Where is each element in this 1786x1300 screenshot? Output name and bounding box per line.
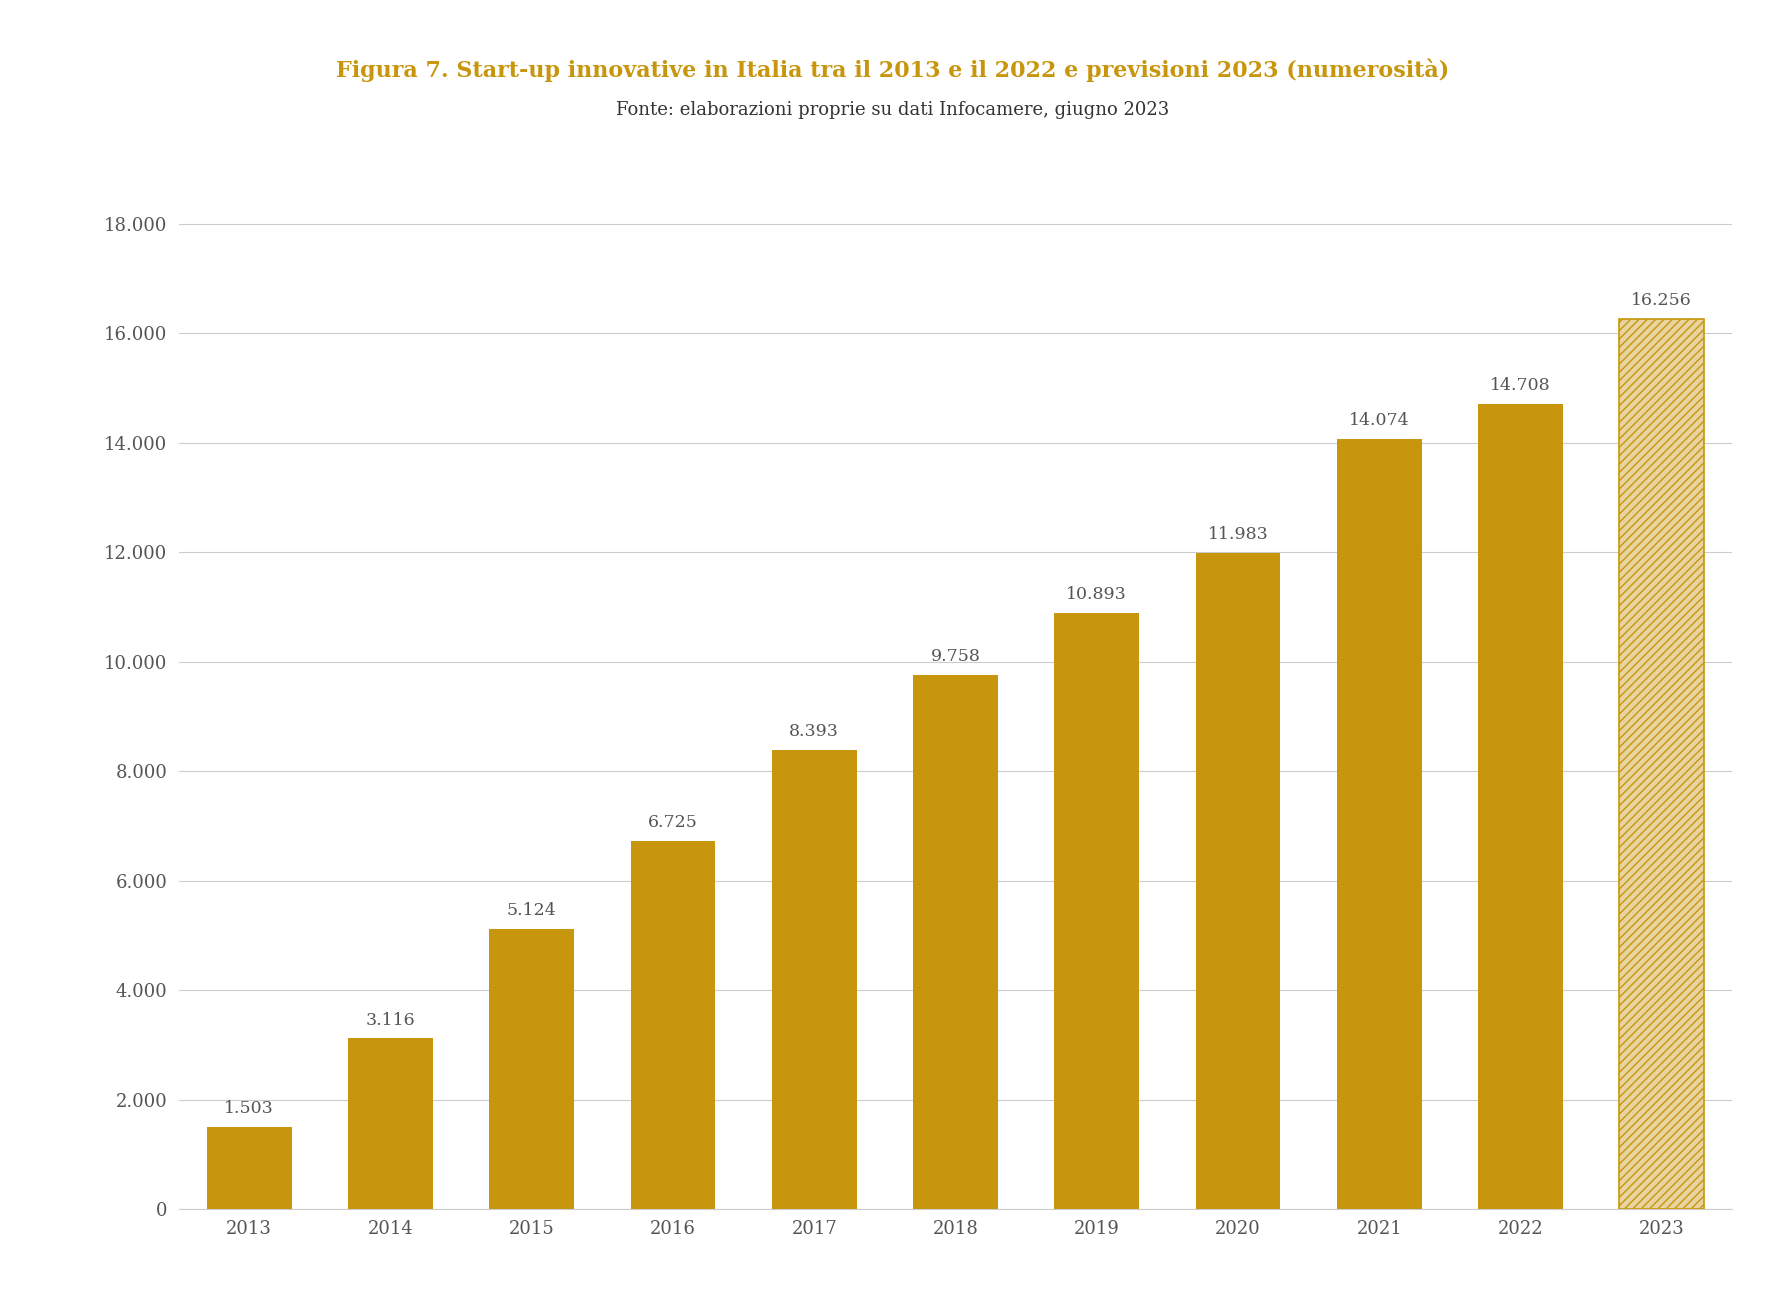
Text: 16.256: 16.256 bbox=[1631, 292, 1691, 309]
Text: 3.116: 3.116 bbox=[366, 1011, 416, 1028]
Text: 14.074: 14.074 bbox=[1348, 412, 1409, 429]
Text: Fonte: elaborazioni proprie su dati Infocamere, giugno 2023: Fonte: elaborazioni proprie su dati Info… bbox=[616, 101, 1170, 120]
Bar bbox=[1620, 320, 1704, 1209]
Text: 6.725: 6.725 bbox=[648, 814, 698, 831]
Text: 14.708: 14.708 bbox=[1490, 377, 1550, 394]
Bar bbox=[772, 750, 857, 1209]
Bar bbox=[207, 1127, 291, 1209]
Bar bbox=[1479, 404, 1563, 1209]
Text: 5.124: 5.124 bbox=[507, 902, 557, 919]
Text: 11.983: 11.983 bbox=[1207, 526, 1268, 543]
Bar bbox=[1054, 612, 1139, 1209]
Bar bbox=[913, 675, 998, 1209]
Bar bbox=[630, 841, 716, 1209]
Text: 9.758: 9.758 bbox=[931, 647, 981, 666]
Text: Figura 7. Start-up innovative in Italia tra il 2013 e il 2022 e previsioni 2023 : Figura 7. Start-up innovative in Italia … bbox=[336, 58, 1450, 82]
Bar bbox=[489, 928, 573, 1209]
Text: 1.503: 1.503 bbox=[225, 1100, 273, 1117]
Bar bbox=[1195, 552, 1281, 1209]
Bar bbox=[1338, 438, 1422, 1209]
Text: 10.893: 10.893 bbox=[1066, 586, 1127, 603]
Text: 8.393: 8.393 bbox=[789, 723, 839, 740]
Bar bbox=[348, 1039, 432, 1209]
